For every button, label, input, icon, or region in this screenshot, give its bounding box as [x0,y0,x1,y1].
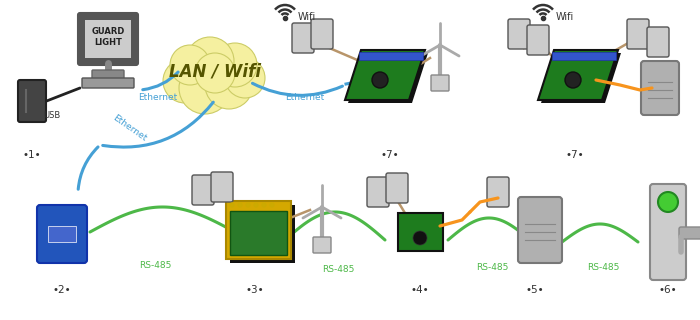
Text: •6•: •6• [659,285,678,295]
Text: RS-485: RS-485 [322,266,354,275]
Circle shape [413,231,427,245]
FancyBboxPatch shape [679,227,700,239]
Polygon shape [359,52,423,60]
FancyBboxPatch shape [508,19,530,49]
Text: LAN / Wifi: LAN / Wifi [169,63,261,81]
FancyBboxPatch shape [226,201,291,259]
Text: •3•: •3• [246,285,265,295]
FancyBboxPatch shape [518,197,562,263]
Polygon shape [541,53,621,103]
FancyBboxPatch shape [48,226,76,242]
Circle shape [213,43,257,87]
Text: RS-485: RS-485 [587,263,620,273]
Text: USB: USB [43,110,61,119]
FancyBboxPatch shape [313,237,331,253]
FancyBboxPatch shape [647,27,669,57]
Text: Wifi: Wifi [298,12,316,22]
Text: Wifi: Wifi [556,12,574,22]
FancyBboxPatch shape [641,61,679,115]
FancyBboxPatch shape [431,75,449,91]
FancyBboxPatch shape [211,172,233,202]
FancyBboxPatch shape [192,175,214,205]
Text: •1•: •1• [22,150,41,160]
Text: Ethernet: Ethernet [286,93,325,102]
Text: GUARD
LIGHT: GUARD LIGHT [91,27,125,47]
FancyBboxPatch shape [627,19,649,49]
Text: Ethernet: Ethernet [111,113,148,143]
Text: •7•: •7• [381,150,399,160]
Circle shape [163,59,207,103]
Text: •5•: •5• [526,285,545,295]
Circle shape [170,45,210,85]
Text: RS-485: RS-485 [139,260,172,269]
Text: •4•: •4• [411,285,429,295]
Circle shape [254,203,258,207]
Circle shape [270,203,274,207]
FancyBboxPatch shape [82,78,134,88]
FancyBboxPatch shape [386,173,408,203]
Circle shape [225,58,265,98]
Circle shape [205,61,253,109]
Text: •2•: •2• [52,285,71,295]
Polygon shape [348,53,428,103]
Circle shape [565,72,581,88]
Circle shape [195,53,235,93]
FancyBboxPatch shape [230,205,295,263]
Polygon shape [552,52,616,60]
FancyBboxPatch shape [367,177,389,207]
FancyBboxPatch shape [398,213,443,251]
Circle shape [246,203,250,207]
Circle shape [179,62,231,114]
Circle shape [372,72,388,88]
FancyBboxPatch shape [292,23,314,53]
FancyBboxPatch shape [230,211,287,255]
Text: RS-485: RS-485 [476,263,508,273]
FancyBboxPatch shape [650,184,686,280]
FancyBboxPatch shape [37,205,87,263]
Circle shape [238,203,242,207]
FancyBboxPatch shape [78,13,138,65]
FancyBboxPatch shape [92,70,124,80]
FancyBboxPatch shape [487,177,509,207]
Circle shape [230,203,234,207]
Circle shape [658,192,678,212]
FancyBboxPatch shape [85,20,131,58]
Text: •7•: •7• [566,150,584,160]
FancyBboxPatch shape [311,19,333,49]
Text: Ethernet: Ethernet [139,93,178,102]
Circle shape [262,203,266,207]
Circle shape [186,37,234,85]
FancyBboxPatch shape [18,80,46,122]
FancyBboxPatch shape [527,25,549,55]
Polygon shape [345,50,425,100]
Polygon shape [538,50,618,100]
